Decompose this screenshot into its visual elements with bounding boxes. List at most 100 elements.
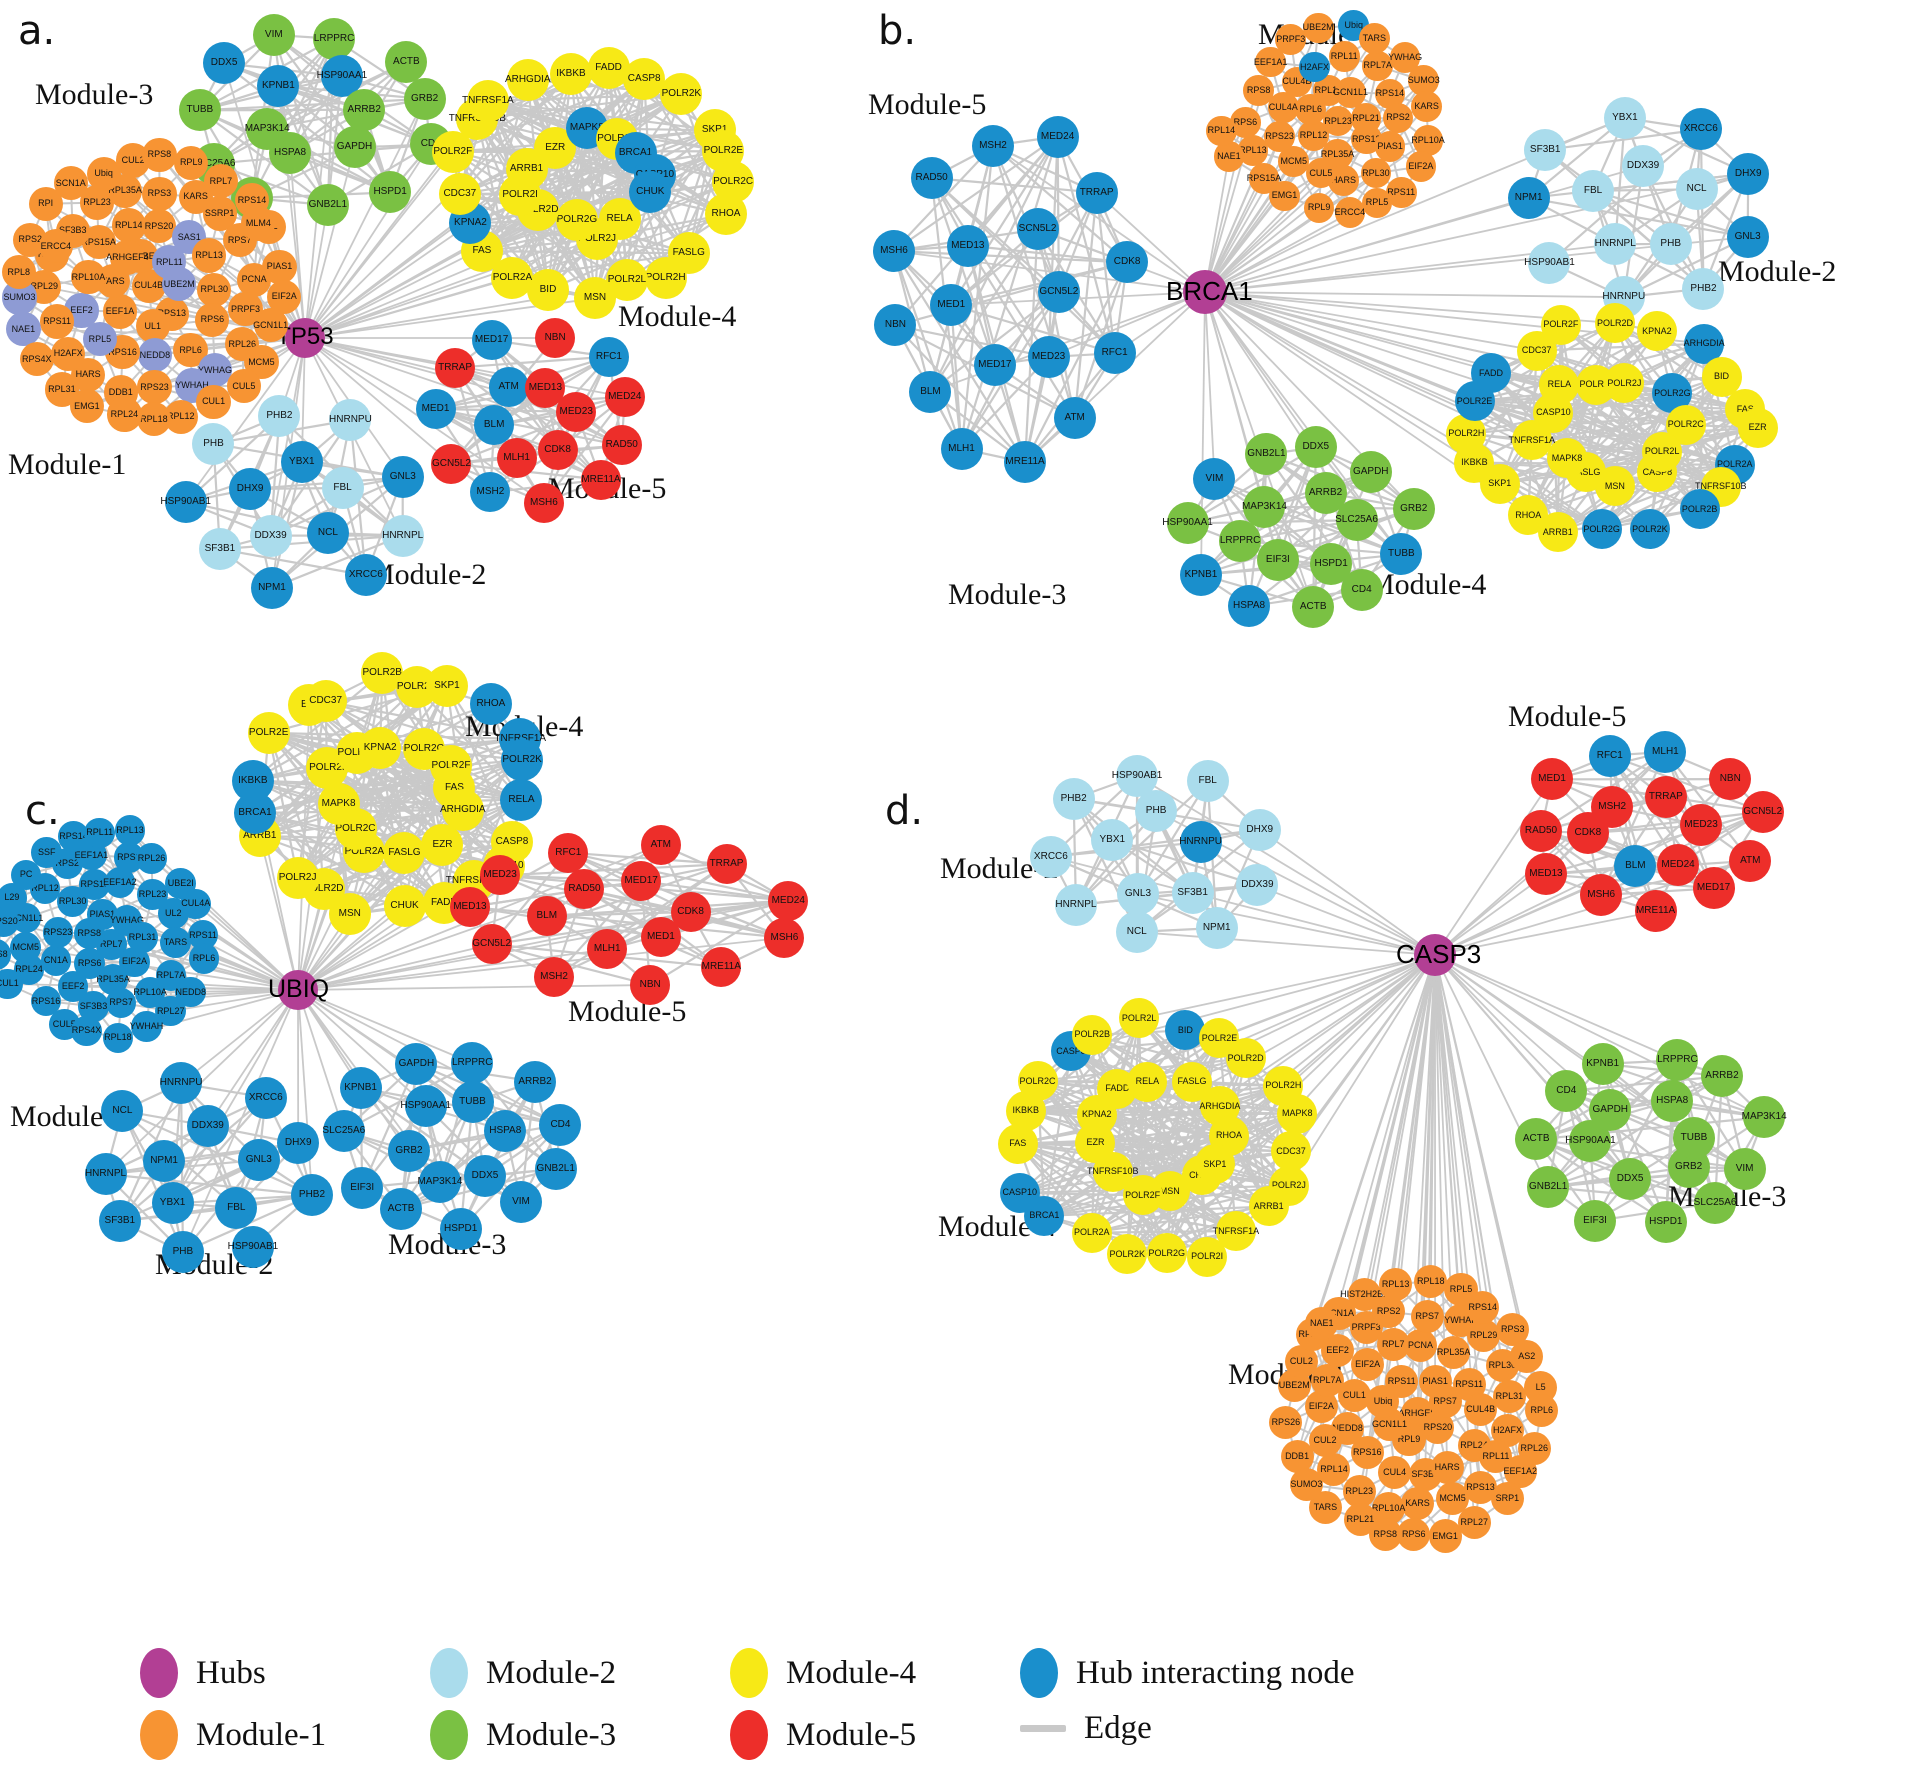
node-module3[interactable]: VIM	[1193, 457, 1236, 500]
node-module1[interactable]: RPS23	[1264, 121, 1295, 153]
node-module2[interactable]: SF3B1	[198, 528, 241, 571]
node-module5[interactable]: GCN5L2	[431, 443, 472, 484]
node-module5[interactable]: MED13	[1524, 853, 1567, 896]
node-module4[interactable]: RELA	[500, 778, 543, 821]
node-module3[interactable]: VIM	[1723, 1147, 1766, 1190]
node-module2[interactable]: NCL	[101, 1089, 144, 1132]
node-module1[interactable]: RPL31	[127, 922, 158, 954]
node-module4[interactable]: POLR2L	[1642, 431, 1683, 472]
node-module1[interactable]: RPL11	[84, 817, 115, 849]
node-module2[interactable]: PHB2	[1052, 777, 1095, 820]
node-module4[interactable]: ARRB1	[1248, 1186, 1289, 1227]
hub-node-ubiq[interactable]	[278, 970, 318, 1010]
node-module3[interactable]: LRPPRC	[313, 17, 356, 60]
node-module4[interactable]: POLR2K	[1629, 509, 1670, 550]
node-module5[interactable]: MRE11A	[580, 459, 621, 500]
node-module4[interactable]: KPNA2	[359, 726, 402, 769]
node-module5[interactable]: MED24	[1036, 115, 1079, 158]
node-module4[interactable]: POLR2D	[1225, 1038, 1266, 1079]
node-module2[interactable]: XRCC6	[344, 554, 387, 597]
node-module4[interactable]: POLR2H	[644, 256, 687, 299]
node-module3[interactable]: DDX5	[464, 1155, 507, 1198]
node-module1[interactable]: RPL6	[188, 942, 220, 974]
node-module1[interactable]: YWHAH	[130, 1011, 163, 1042]
node-module5[interactable]: MSH6	[872, 230, 915, 273]
node-module5[interactable]: MED23	[556, 391, 597, 432]
node-module3[interactable]: TUBB	[451, 1081, 494, 1124]
node-module4[interactable]: CDC37	[304, 680, 347, 723]
node-module5[interactable]: TRRAP	[1075, 171, 1118, 214]
node-module3[interactable]: ARRB2	[1700, 1055, 1743, 1098]
node-module3[interactable]: HSPD1	[1644, 1200, 1687, 1243]
node-module2[interactable]: SF3B1	[1171, 872, 1214, 915]
node-module2[interactable]: YBX1	[151, 1182, 194, 1225]
node-module1[interactable]: SRP1	[1490, 1482, 1524, 1516]
node-module3[interactable]: ARRB2	[343, 88, 386, 131]
node-module1[interactable]: KARS	[1411, 90, 1442, 122]
node-module4[interactable]: POLR2F	[1540, 304, 1581, 345]
node-module2[interactable]: FBL	[321, 467, 364, 510]
node-module2[interactable]: DDX39	[249, 514, 292, 557]
node-module2[interactable]: GNL3	[381, 456, 424, 499]
node-module3[interactable]: CD4	[539, 1103, 582, 1146]
node-module1[interactable]: RPL10A	[71, 260, 106, 295]
node-module5[interactable]: NBN	[630, 964, 671, 1005]
node-module2[interactable]: GNL3	[1116, 873, 1159, 916]
node-module1[interactable]: EIF2A	[1405, 151, 1437, 182]
node-module1[interactable]: CUL1	[196, 384, 231, 419]
node-module2[interactable]: HNRNPU	[1179, 821, 1222, 864]
node-module1[interactable]: RPL35A	[1437, 1335, 1470, 1369]
node-module3[interactable]: GNB2L1	[306, 184, 349, 227]
node-module1[interactable]: CN1A	[40, 945, 72, 976]
node-module1[interactable]: RPL21	[1343, 1502, 1377, 1536]
node-module4[interactable]: TNFRSF1A	[462, 80, 514, 123]
node-module1[interactable]: HARS	[1430, 1451, 1464, 1485]
node-module1[interactable]: TARS	[160, 927, 191, 959]
node-module5[interactable]: MSH6	[764, 917, 805, 958]
node-module1[interactable]: RPS15A	[1247, 163, 1281, 194]
node-module4[interactable]: POLR2D	[1595, 303, 1636, 344]
node-module3[interactable]: SLC25A6	[322, 1110, 365, 1153]
node-module1[interactable]: RPL27	[1457, 1505, 1491, 1539]
node-module3[interactable]: MAP3K14	[1242, 485, 1287, 528]
node-module5[interactable]: CDK8	[670, 892, 711, 933]
node-module5[interactable]: ATM	[640, 824, 681, 865]
node-module5[interactable]: RAD50	[1520, 810, 1562, 853]
node-module3[interactable]: ACTB	[380, 1187, 423, 1230]
node-module1[interactable]: RPL7A	[1362, 50, 1394, 82]
node-module2[interactable]: NCL	[1115, 910, 1158, 953]
node-module1[interactable]: ERCC4	[1334, 197, 1366, 229]
node-module2[interactable]: PHB	[192, 422, 235, 465]
node-module5[interactable]: MED1	[930, 283, 973, 326]
node-module2[interactable]: HSP90AB1	[1524, 241, 1575, 284]
node-module5[interactable]: TRRAP	[1644, 776, 1687, 819]
node-module5[interactable]: GCN5L2	[1741, 790, 1784, 833]
node-module3[interactable]: GAPDH	[333, 126, 376, 169]
node-module2[interactable]: FBL	[215, 1186, 258, 1229]
node-module5[interactable]: MLH1	[1644, 730, 1687, 773]
node-module4[interactable]: POLR2C	[712, 160, 755, 203]
node-module2[interactable]: PHB2	[1682, 267, 1725, 310]
node-module2[interactable]: GNL3	[237, 1138, 280, 1181]
node-module5[interactable]: MED1	[415, 388, 456, 429]
node-module5[interactable]: MED17	[973, 343, 1016, 386]
node-module5[interactable]: MLH1	[940, 427, 983, 470]
node-module4[interactable]: POLR2B	[1679, 489, 1720, 530]
node-module4[interactable]: CHUK	[383, 884, 426, 927]
node-module4[interactable]: CHUK	[629, 170, 672, 213]
node-module4[interactable]: RELA	[1539, 364, 1580, 405]
node-module5[interactable]: MED17	[471, 320, 512, 361]
node-module2[interactable]: DDX39	[1622, 145, 1665, 188]
node-module1[interactable]: RPS3	[142, 176, 177, 211]
node-module3[interactable]: KPNB1	[257, 64, 300, 107]
hub-node-brca1[interactable]	[1183, 270, 1227, 314]
node-module5[interactable]: ATM	[1053, 397, 1096, 440]
node-module4[interactable]: POLR2E	[247, 711, 290, 754]
node-module2[interactable]: PHB	[1649, 223, 1692, 265]
node-module4[interactable]: RELA	[1127, 1061, 1168, 1102]
node-module3[interactable]: GNB2L1	[1527, 1166, 1570, 1209]
node-module2[interactable]: YBX1	[280, 441, 323, 484]
node-module4[interactable]: POLR2K	[501, 739, 544, 782]
node-module5[interactable]: MSH2	[534, 956, 575, 997]
node-module1[interactable]: RPS4X	[19, 341, 54, 377]
